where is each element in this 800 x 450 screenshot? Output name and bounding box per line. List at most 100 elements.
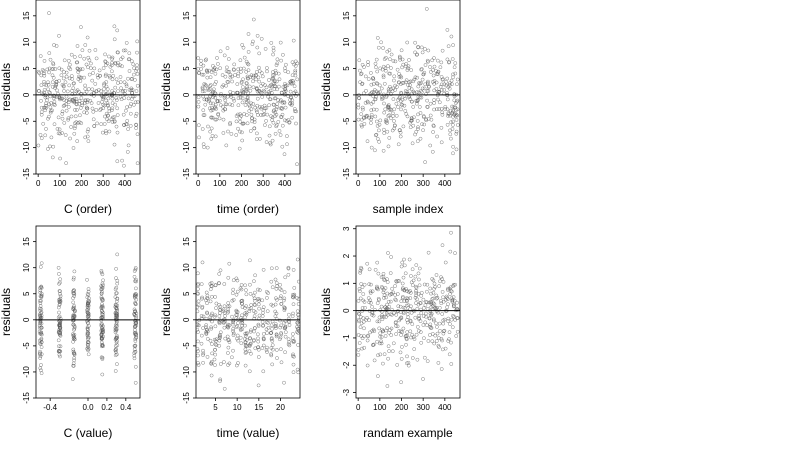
data-point xyxy=(268,84,272,88)
data-point xyxy=(102,122,107,126)
data-point xyxy=(247,369,252,374)
data-point xyxy=(87,299,91,303)
data-point xyxy=(239,69,243,74)
data-point xyxy=(231,319,235,323)
data-point xyxy=(55,127,60,131)
data-point xyxy=(255,89,260,94)
data-point xyxy=(401,275,406,280)
data-point xyxy=(121,112,126,117)
data-point xyxy=(369,301,373,305)
data-point xyxy=(427,316,432,321)
data-point xyxy=(228,72,233,77)
data-point xyxy=(282,100,287,105)
data-point xyxy=(400,296,405,300)
data-point xyxy=(283,275,288,280)
x-tick-label: 400 xyxy=(278,179,292,188)
y-tick-label: -3 xyxy=(342,388,351,396)
data-point xyxy=(252,120,257,124)
data-point xyxy=(426,48,431,53)
data-point xyxy=(279,331,283,335)
data-point xyxy=(277,77,282,82)
data-point xyxy=(239,283,244,287)
y-tick-label: -10 xyxy=(22,366,31,378)
data-point xyxy=(54,82,59,86)
data-point xyxy=(419,290,424,295)
data-point xyxy=(252,314,257,318)
data-point xyxy=(39,340,44,345)
data-point xyxy=(359,117,364,122)
data-point xyxy=(264,119,268,123)
data-point xyxy=(100,327,104,332)
data-point xyxy=(425,98,429,103)
data-point xyxy=(201,113,206,117)
data-point xyxy=(406,360,411,365)
data-point xyxy=(73,124,78,128)
data-point xyxy=(96,101,101,105)
data-point xyxy=(46,116,50,121)
data-point xyxy=(115,278,120,283)
data-point xyxy=(126,76,130,81)
data-point xyxy=(246,98,251,103)
data-point xyxy=(431,317,436,322)
data-point xyxy=(285,142,289,147)
data-point xyxy=(455,82,459,87)
data-point xyxy=(379,86,384,91)
data-point xyxy=(58,299,63,303)
data-point xyxy=(39,98,43,103)
data-point xyxy=(412,347,417,351)
data-point xyxy=(445,297,450,302)
data-point xyxy=(394,101,399,106)
data-point xyxy=(75,108,79,112)
data-point xyxy=(218,362,223,366)
data-point xyxy=(416,127,420,131)
data-point xyxy=(38,349,42,354)
data-point xyxy=(452,314,456,319)
data-point xyxy=(414,286,419,290)
data-point xyxy=(286,118,291,122)
y-tick-label: -5 xyxy=(22,342,31,350)
x-tick-label: 300 xyxy=(416,403,430,412)
data-point xyxy=(397,54,402,59)
data-point xyxy=(454,118,459,122)
data-point xyxy=(57,344,61,349)
data-point xyxy=(282,308,287,312)
data-point xyxy=(399,380,403,385)
data-point xyxy=(279,347,283,352)
data-point xyxy=(451,282,456,287)
data-point xyxy=(72,337,77,342)
data-point xyxy=(386,64,390,68)
data-point xyxy=(443,107,448,111)
data-point xyxy=(93,82,98,86)
data-point xyxy=(288,89,293,94)
data-point xyxy=(108,75,112,80)
data-point xyxy=(47,114,51,119)
y-tick-label: 5 xyxy=(22,291,31,296)
data-point xyxy=(400,57,405,62)
data-point xyxy=(285,134,289,138)
data-point xyxy=(67,65,71,70)
data-point xyxy=(199,341,204,346)
data-point xyxy=(57,303,62,307)
data-point xyxy=(359,112,364,116)
data-point xyxy=(451,304,456,309)
data-point xyxy=(83,98,87,103)
data-point xyxy=(257,306,261,311)
data-point xyxy=(62,70,66,74)
data-point xyxy=(450,127,455,131)
data-point xyxy=(208,315,213,320)
data-point xyxy=(384,117,388,122)
data-point xyxy=(104,84,109,89)
data-point xyxy=(432,286,436,291)
data-point xyxy=(392,78,396,83)
data-point xyxy=(274,286,279,291)
data-point xyxy=(224,143,229,148)
data-points xyxy=(36,11,140,168)
data-point xyxy=(439,367,444,371)
data-point xyxy=(367,267,372,272)
data-point xyxy=(51,144,56,149)
data-point xyxy=(432,107,436,112)
data-point xyxy=(122,80,127,85)
data-point xyxy=(257,69,262,74)
data-point xyxy=(230,103,235,108)
data-point xyxy=(222,325,227,330)
